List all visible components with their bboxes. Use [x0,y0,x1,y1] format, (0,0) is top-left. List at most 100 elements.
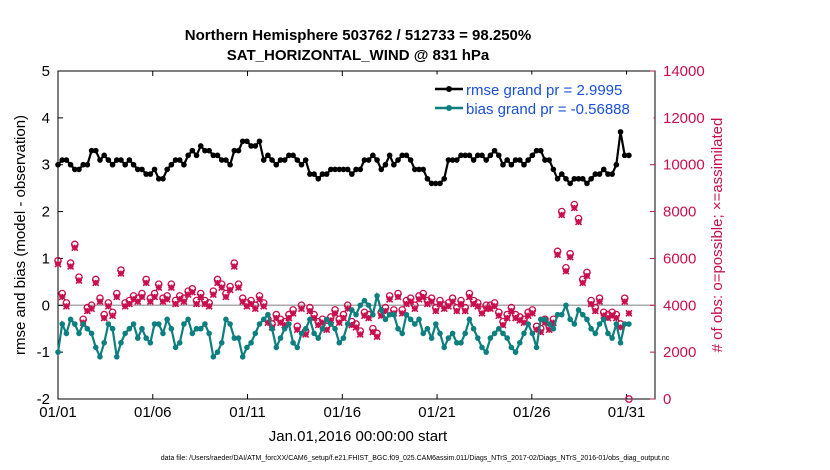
rmse-point [428,180,435,187]
bias-point [613,321,620,327]
bias-point [197,325,204,332]
obs-assimilated-point [234,283,243,292]
rmse-point [605,171,611,177]
bias-point [130,321,137,327]
obs-assimilated-point [285,314,293,322]
rmse-point [529,152,536,159]
obs-assimilated-point [159,298,167,306]
obs-assimilated-point [553,251,562,259]
obs-assimilated-point [201,300,209,308]
obs-assimilated-point [197,293,205,301]
obs-assimilated-point [272,314,280,322]
rmse-point [412,166,418,173]
obs-assimilated-point [104,302,112,310]
obs-assimilated-point [621,298,629,306]
bias-point [286,321,292,327]
rmse-point [328,166,334,173]
obs-assimilated-point [276,319,285,327]
obs-assimilated-point [113,293,121,301]
rmse-point [126,157,133,163]
rmse-point [558,171,565,177]
bias-point [307,316,313,323]
obs-assimilated-point [281,321,289,329]
bias-point [88,330,95,337]
rmse-point [626,152,632,159]
bias-point [378,307,385,313]
bias-point [210,354,217,360]
bias-point [504,335,510,341]
x-tick-label: 01/31 [608,404,646,421]
bias-point [537,316,544,323]
obs-assimilated-point [117,269,125,278]
legend-rmse-marker [446,86,452,92]
bias-point [479,344,485,351]
bias-point [302,325,309,332]
bias-point [126,325,133,332]
bias-point [424,325,431,332]
bias-point [428,335,435,341]
obs-assimilated-point [146,298,154,306]
obs-assimilated-point [176,295,184,303]
obs-assimilated-point [213,279,222,287]
bias-point [470,325,477,332]
rmse-point [118,157,124,163]
rmse-point [55,161,61,168]
bias-point [516,339,523,346]
obs-assimilated-point [323,326,331,334]
x-tick-label: 01/26 [513,404,551,421]
bias-point [227,321,233,327]
legend-bias-label: bias grand pr = -0.56888 [466,101,630,118]
obs-assimilated-point [365,314,373,322]
bias-point [370,311,376,318]
obs-assimilated-point [604,314,612,322]
obs-assimilated-point [310,314,318,322]
rmse-point [160,175,166,182]
bias-point [600,316,607,323]
obs-assimilated-point [327,316,335,324]
obs-assimilated-point [150,293,159,301]
bias-point [109,325,116,332]
rmse-point [84,161,91,168]
bias-point [101,339,107,346]
obs-assimilated-point [344,305,352,313]
obs-assimilated-point [92,279,100,287]
bias-point [512,349,519,355]
bias-point [361,297,368,304]
rmse-point [176,157,183,163]
bias-point [391,311,397,318]
y-right-tick-label: 2000 [663,344,696,361]
obs-assimilated-point [163,295,171,303]
rmse-point [462,152,469,159]
bias-point [290,339,296,346]
rmse-point [193,152,200,159]
y-right-ticks: 14000 12000 10000 8000 6000 4000 2000 0 [650,63,705,408]
obs-assimilated-point [381,307,390,315]
bias-point [260,316,267,323]
rmse-point [147,171,154,177]
obs-assimilated-point [461,307,469,315]
obs-assimilated-point [348,321,356,329]
obs-assimilated-point [608,312,616,320]
rmse-point [332,166,338,173]
bias-point [311,330,317,337]
bias-point [172,344,179,351]
rmse-point [63,157,70,163]
bias-point [483,349,489,355]
rmse-point [592,171,599,177]
obs-assimilated-point [230,262,238,271]
rmse-point [139,166,145,173]
obs-assimilated-point [297,305,306,313]
rmse-point [420,166,427,173]
rmse-point [319,171,326,177]
bias-point [239,354,246,360]
bias-point [609,335,615,341]
rmse-point [336,166,343,173]
obs-assimilated-point [306,307,314,315]
bias-point [584,316,590,323]
bias-point [97,354,103,360]
bias-point [105,321,112,327]
bias-point [294,344,301,351]
obs-assimilated-point [377,312,385,320]
obs-assimilated-point [360,312,369,320]
rmse-point [340,166,347,173]
